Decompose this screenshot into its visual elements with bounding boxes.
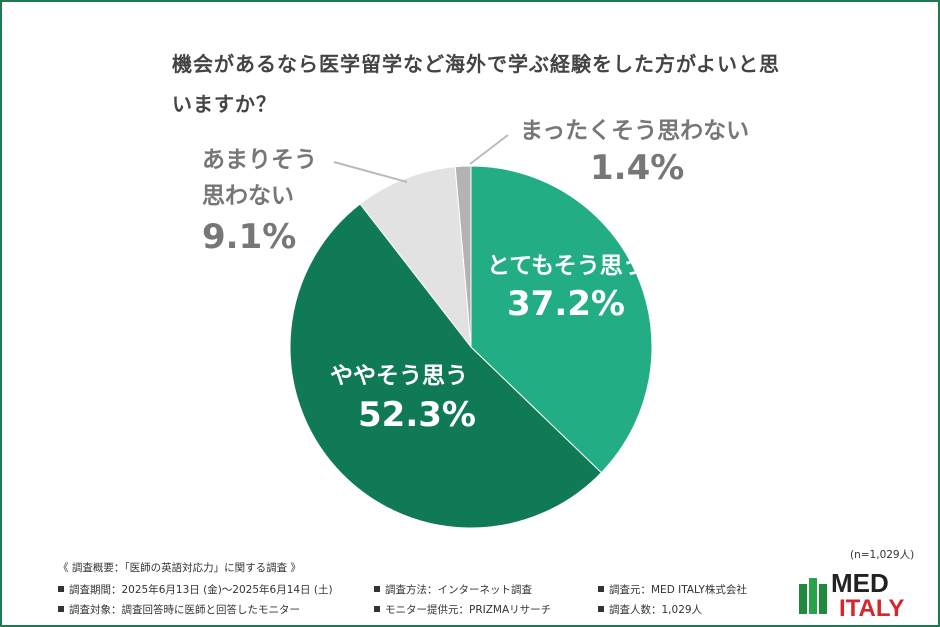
leader-line: [333, 161, 408, 183]
logo-icon: [799, 584, 807, 614]
footer-item: モニター提供元：PRIZMAリサーチ: [374, 602, 551, 617]
footer-item: 調査期間：2025年6月13日 (金)〜2025年6月14日 (土): [58, 582, 333, 597]
category-label: まったくそう思わない: [520, 118, 750, 144]
logo-icon: [809, 578, 817, 614]
pie-slice: [359, 166, 472, 349]
value-label: 52.3%: [358, 395, 476, 435]
chart-title: 機会があるなら医学留学など海外で学ぶ経験をした方がよいと思いますか？: [172, 52, 780, 116]
footer-item: 調査方法：インターネット調査: [374, 582, 532, 597]
logo: MED ITALY: [799, 570, 904, 620]
leader-line: [469, 134, 509, 165]
footer-item: 調査人数：1,029人: [598, 602, 702, 617]
category-label: とてもそう思う: [487, 253, 646, 279]
logo-text: MED: [831, 570, 889, 598]
pie-slice: [289, 203, 603, 529]
sample-note: (n=1,029人): [850, 549, 915, 561]
footer-item: 調査元：MED ITALY株式会社: [598, 582, 747, 597]
logo-icon: [819, 584, 827, 614]
footer-heading: 《 調査概要：「医師の英語対応力」に関する調査 》: [58, 562, 301, 574]
value-label: 9.1%: [202, 217, 297, 257]
category-label: ややそう思う: [330, 363, 468, 389]
category-label: あまりそう思わない: [202, 147, 317, 209]
logo-text: ITALY: [839, 595, 904, 620]
value-label: 1.4%: [590, 148, 685, 188]
value-label: 37.2%: [507, 284, 625, 324]
footer-item: 調査対象：調査回答時に医師と回答したモニター: [58, 602, 300, 617]
pie-slice: [470, 165, 653, 474]
